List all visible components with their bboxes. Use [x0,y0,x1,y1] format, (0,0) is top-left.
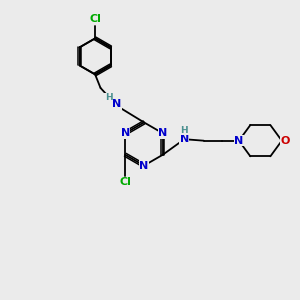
Text: N: N [180,134,189,144]
Text: Cl: Cl [119,177,131,188]
Text: H: H [181,126,188,135]
Text: O: O [281,136,290,146]
Text: H: H [105,93,112,102]
Text: Cl: Cl [89,14,101,24]
Text: N: N [158,128,167,138]
Text: N: N [112,99,122,110]
Text: N: N [234,136,244,146]
Text: N: N [140,160,148,171]
Text: N: N [121,128,130,138]
